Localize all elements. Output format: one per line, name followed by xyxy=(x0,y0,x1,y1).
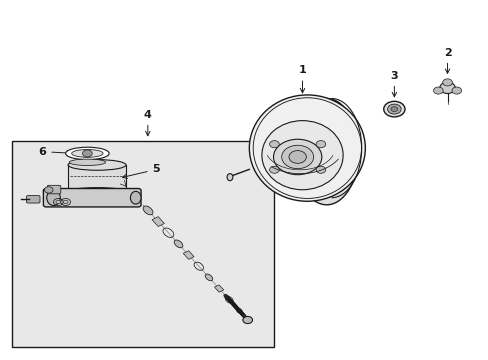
Ellipse shape xyxy=(294,99,358,205)
Ellipse shape xyxy=(226,174,232,181)
Circle shape xyxy=(439,82,454,94)
Ellipse shape xyxy=(68,188,126,195)
Ellipse shape xyxy=(249,95,365,201)
Ellipse shape xyxy=(262,121,343,190)
Ellipse shape xyxy=(205,274,212,281)
Ellipse shape xyxy=(69,159,105,166)
Polygon shape xyxy=(183,251,194,259)
Circle shape xyxy=(82,150,92,157)
Circle shape xyxy=(451,87,461,94)
Ellipse shape xyxy=(236,308,242,314)
Ellipse shape xyxy=(72,149,103,157)
Circle shape xyxy=(390,107,397,112)
Ellipse shape xyxy=(65,147,109,159)
Ellipse shape xyxy=(47,190,60,206)
FancyBboxPatch shape xyxy=(47,185,61,194)
Text: 5: 5 xyxy=(122,165,160,179)
Circle shape xyxy=(433,87,442,94)
Circle shape xyxy=(315,141,325,148)
Ellipse shape xyxy=(68,159,126,170)
Polygon shape xyxy=(214,285,224,292)
Polygon shape xyxy=(152,217,164,226)
Text: 3: 3 xyxy=(390,71,397,97)
Circle shape xyxy=(288,150,306,163)
FancyBboxPatch shape xyxy=(26,195,40,203)
Circle shape xyxy=(269,166,279,173)
Text: 4: 4 xyxy=(143,110,151,136)
FancyBboxPatch shape xyxy=(43,189,141,207)
Ellipse shape xyxy=(243,316,252,324)
Bar xyxy=(12,141,273,347)
Text: 1: 1 xyxy=(298,66,306,93)
Circle shape xyxy=(387,104,400,114)
Ellipse shape xyxy=(130,192,141,204)
Circle shape xyxy=(315,166,325,173)
Circle shape xyxy=(44,187,53,193)
Text: 6: 6 xyxy=(39,147,71,157)
Ellipse shape xyxy=(174,240,183,248)
Ellipse shape xyxy=(143,206,153,215)
Circle shape xyxy=(383,101,404,117)
Circle shape xyxy=(56,200,61,204)
Circle shape xyxy=(63,200,68,204)
Circle shape xyxy=(442,79,451,86)
Circle shape xyxy=(269,141,279,148)
Text: 2: 2 xyxy=(443,48,450,73)
Circle shape xyxy=(273,139,321,175)
Bar xyxy=(68,165,126,192)
Circle shape xyxy=(281,145,313,168)
